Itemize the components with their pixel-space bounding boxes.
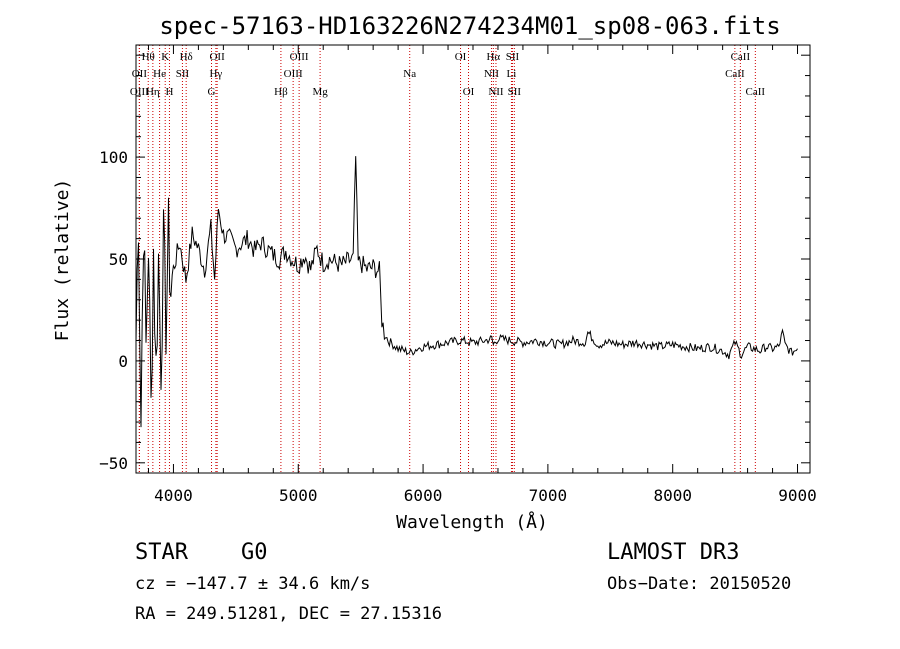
- y-tick-label-1: 0: [118, 352, 128, 371]
- line-label-2: Hδ: [180, 51, 193, 63]
- x-tick-label-5: 9000: [778, 486, 817, 505]
- line-label-17: CaII: [725, 68, 745, 80]
- y-tick-label-2: 50: [109, 250, 128, 269]
- x-axis: 4000 5000 6000 7000 8000 9000: [147, 45, 817, 505]
- line-label-20: H: [165, 86, 173, 98]
- y-axis: −50 0 50 100: [99, 54, 810, 473]
- line-label-19: Hη: [146, 86, 160, 98]
- line-label-9: OII: [132, 68, 148, 80]
- survey-name: LAMOST DR3: [607, 540, 740, 565]
- line-label-23: Mg: [312, 86, 328, 98]
- spectral-line-labels: Hθ K Hδ OII OIII OI Hα SII CaII OII He SII Hγ OIII Na N…: [130, 51, 766, 98]
- x-tick-label-2: 6000: [404, 486, 443, 505]
- line-label-10: He: [153, 68, 166, 80]
- line-label-13: OIII: [284, 68, 303, 80]
- line-label-3: OII: [209, 51, 225, 63]
- redshift-cz: cz = −147.7 ± 34.6 km/s: [135, 574, 371, 594]
- x-tick-label-0: 4000: [154, 486, 193, 505]
- line-label-24: OI: [463, 86, 475, 98]
- x-axis-label: Wavelength (Å): [396, 511, 548, 533]
- plot-frame: [135, 44, 811, 474]
- line-label-22: Hβ: [274, 86, 288, 98]
- line-label-14: Na: [403, 68, 416, 80]
- spectrum-series-line: [135, 156, 798, 428]
- spectral-line-markers: [138, 45, 756, 473]
- line-label-6: Hα: [486, 51, 500, 63]
- y-axis-label: Flux (relative): [52, 179, 73, 342]
- line-label-11: SII: [176, 68, 190, 80]
- line-label-5: OI: [455, 51, 467, 63]
- y-tick-label-0: −50: [99, 454, 128, 473]
- line-label-27: CaII: [746, 86, 766, 98]
- line-label-8: CaII: [731, 51, 751, 63]
- line-label-21: G: [208, 86, 216, 98]
- object-subclass: G0: [241, 540, 268, 565]
- x-tick-label-3: 7000: [529, 486, 568, 505]
- line-label-12: Hγ: [209, 68, 222, 80]
- observation-date: Obs−Date: 20150520: [607, 574, 792, 594]
- y-tick-label-3: 100: [99, 148, 128, 167]
- line-label-25: NII: [488, 86, 504, 98]
- x-tick-label-1: 5000: [279, 486, 318, 505]
- object-class: STAR: [135, 540, 188, 565]
- line-label-26: SII: [508, 86, 522, 98]
- line-label-18: OIII: [130, 86, 149, 98]
- line-label-1: K: [161, 51, 169, 63]
- line-label-4: OIII: [290, 51, 309, 63]
- x-tick-label-4: 8000: [653, 486, 692, 505]
- chart-title: spec-57163-HD163226N274234M01_sp08-063.f…: [159, 12, 780, 40]
- line-label-16: Li: [507, 68, 517, 80]
- line-label-0: Hθ: [142, 51, 155, 63]
- line-label-15: NII: [484, 68, 500, 80]
- coordinates: RA = 249.51281, DEC = 27.15316: [135, 604, 443, 624]
- line-label-7: SII: [506, 51, 520, 63]
